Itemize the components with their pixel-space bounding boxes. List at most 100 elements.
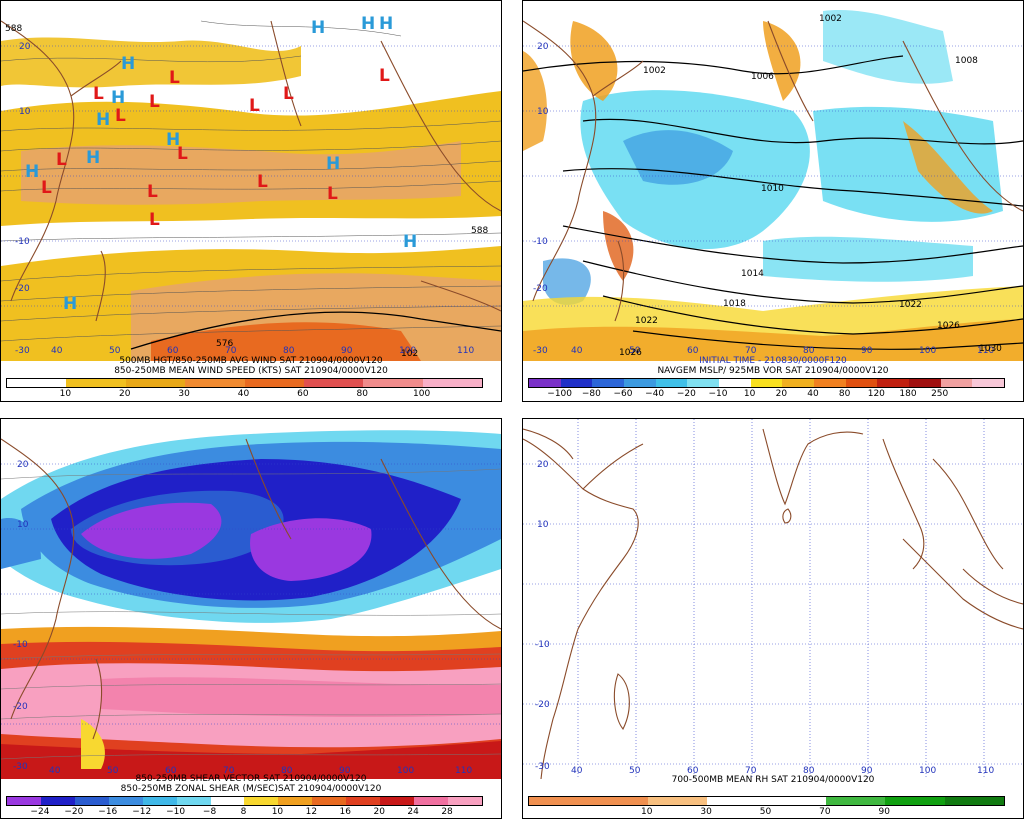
lon-label: 100 [919, 766, 936, 776]
lon-label: 100 [399, 346, 416, 356]
vorticity-negative [543, 10, 1003, 305]
high-marker: H [361, 14, 375, 34]
colorbar-swatch [588, 797, 648, 805]
lon-label: 50 [109, 346, 121, 356]
lon-label: 60 [167, 346, 179, 356]
colorbar-swatch [7, 379, 67, 387]
rh-map: 20 10 -10 -20 -30 40 50 60 70 80 90 100 … [523, 419, 1023, 779]
colorbar [528, 796, 1005, 806]
high-marker: H [86, 148, 100, 168]
panel-caption-2: 850-250MB MEAN WIND SPEED (KTS) SAT 2109… [114, 366, 388, 376]
colorbar-tick-label: 180 [899, 389, 917, 399]
lon-label: 80 [283, 346, 295, 356]
lon-label: 70 [745, 766, 757, 776]
colorbar-swatch [940, 379, 973, 387]
colorbar-tick-label: 80 [838, 389, 851, 399]
colorbar-tick-label: −20 [676, 389, 696, 399]
colorbar-swatch [447, 797, 482, 805]
low-marker: L [177, 144, 188, 164]
colorbar-tick-label: 80 [356, 389, 368, 399]
colorbar-tick-label: −100 [547, 389, 573, 399]
low-marker: L [41, 178, 52, 198]
panel-rh: 20 10 -10 -20 -30 40 50 60 70 80 90 100 … [522, 418, 1024, 819]
contour-labels: 588 588 576 102 [5, 24, 488, 359]
lon-label: 50 [107, 766, 119, 776]
lat-label: -20 [15, 284, 30, 294]
colorbar-tick-label: −20 [64, 807, 84, 817]
colorbar [528, 378, 1005, 388]
colorbar-swatch [422, 379, 482, 387]
isobar-label: 1014 [741, 269, 764, 279]
lon-labels: 40 50 60 70 80 90 100 110 [571, 766, 994, 776]
colorbar [6, 796, 483, 806]
lon-label: 50 [629, 346, 641, 356]
lat-label: 10 [537, 107, 549, 117]
low-marker: L [56, 150, 67, 170]
colorbar-swatch [944, 797, 1004, 805]
wind-band-north-core [21, 141, 461, 205]
low-marker: L [149, 210, 160, 230]
colorbar-tick-label: 10 [641, 807, 653, 817]
panel-wind: 20 10 -10 -20 -30 40 50 60 70 80 90 100 … [0, 0, 502, 402]
lat-label: -30 [13, 762, 28, 772]
lon-label: 50 [629, 766, 641, 776]
colorbar-tick-label: −8 [202, 807, 217, 817]
low-marker: L [169, 68, 180, 88]
colorbar-ticks: −24 −20 −16 −12 −10 −8 8 10 12 16 20 24 28 [6, 807, 481, 818]
colorbar-swatch [40, 797, 75, 805]
colorbar-tick-label: 40 [237, 389, 250, 399]
lat-labels: 20 10 -10 -20 -30 [15, 42, 31, 356]
colorbar-tick-label: −10 [166, 807, 186, 817]
low-marker: L [115, 106, 126, 126]
colorbar-tick-label: 24 [407, 807, 419, 817]
high-marker: H [403, 232, 417, 252]
colorbar-tick-label: 250 [931, 389, 949, 399]
isobars [523, 55, 1023, 350]
vorticity-map: 20 10 -10 -20 -30 40 50 60 70 80 90 100 … [523, 1, 1023, 361]
isobar-label: 1002 [643, 66, 666, 76]
lon-label: 40 [571, 766, 583, 776]
colorbar-swatch [782, 379, 815, 387]
lon-label: 110 [455, 766, 472, 776]
lon-label: 60 [165, 766, 177, 776]
colorbar-tick-label: 70 [819, 807, 831, 817]
high-marker: H [166, 130, 180, 150]
low-marker: L [327, 184, 338, 204]
lon-label: 90 [339, 766, 351, 776]
colorbar-tick-label: 10 [743, 389, 756, 399]
low-marker: L [93, 84, 104, 104]
high-pressure-marks: H H H H H H H H H H H H [25, 14, 417, 314]
lat-label: -30 [535, 762, 550, 772]
colorbar-swatch [363, 379, 423, 387]
low-marker: L [149, 92, 160, 112]
panel-caption-2: 850-250MB ZONAL SHEAR (M/SEC)SAT 210904/… [120, 784, 382, 794]
colorbar-swatch [529, 797, 589, 805]
low-marker: L [257, 172, 268, 192]
colorbar-swatch [877, 379, 910, 387]
colorbar-swatch [303, 379, 364, 387]
lon-label: 90 [341, 346, 353, 356]
isobar-label: 1026 [619, 348, 642, 358]
high-marker: H [25, 162, 39, 182]
lat-label: 20 [537, 42, 549, 52]
colorbar-swatch [142, 797, 177, 805]
lon-labels: 40 50 60 70 80 90 100 110 [51, 346, 474, 356]
isobar-label: 1022 [635, 316, 658, 326]
high-marker: H [121, 54, 135, 74]
colorbar-tick-label: 20 [119, 389, 131, 399]
colorbar-swatch [7, 797, 41, 805]
lat-label: 20 [537, 460, 549, 470]
colorbar-swatch [719, 379, 751, 387]
colorbar-swatch [845, 379, 878, 387]
lat-labels: 20 10 -10 -20 -30 [533, 42, 549, 356]
colorbar-swatch [909, 379, 941, 387]
lat-labels: 20 10 -10 -20 -30 [13, 460, 29, 772]
colorbar-tick-label: 30 [178, 389, 190, 399]
contour-label: 588 [471, 226, 488, 236]
colorbar-tick-label: −10 [708, 389, 728, 399]
lon-label: 80 [803, 346, 815, 356]
low-marker: L [249, 96, 260, 116]
colorbar-swatch [244, 797, 279, 805]
lat-labels: 20 10 -10 -20 -30 [535, 460, 550, 772]
colorbar-tick-label: 12 [305, 807, 318, 817]
